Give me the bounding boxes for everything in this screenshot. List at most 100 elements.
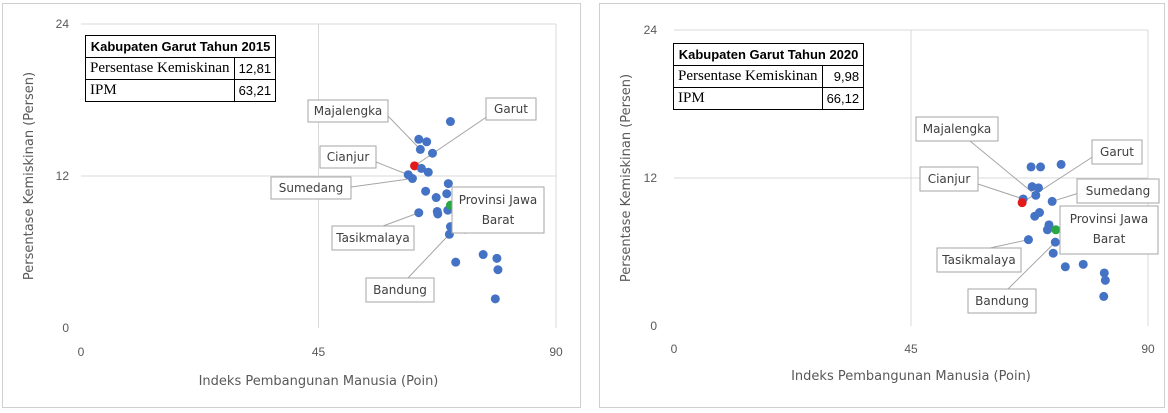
callout-leader-line — [382, 212, 419, 227]
scatter-chart-2020: 0 45 90 0 12 24 Indeks Pembangunan Manusia (Po… — [619, 23, 1160, 384]
data-point — [414, 208, 424, 218]
callout-leader-line — [350, 178, 413, 188]
data-point — [1051, 225, 1061, 235]
data-point — [445, 117, 455, 127]
data-point — [1026, 162, 1036, 172]
x-tick-label: 90 — [549, 345, 563, 359]
x-axis-title: Indeks Pembangunan Manusia (Poin) — [199, 374, 439, 389]
callout-label-line: Bandung — [373, 283, 427, 297]
data-point — [421, 186, 431, 196]
data-point — [492, 253, 502, 263]
callout-leader-line — [969, 140, 1037, 196]
callout-label: Sumedang — [279, 181, 344, 195]
callout-box — [451, 186, 545, 234]
callout-label-line: Garut — [494, 102, 528, 116]
data-point — [1078, 259, 1088, 269]
chart-panel-2020: 0 45 90 0 12 24 Indeks Pembangunan Manusia (Po… — [599, 3, 1165, 408]
data-point — [1047, 196, 1057, 206]
callout-leader-line — [1007, 241, 1056, 290]
info-row-label: Persentase Kemiskinan — [85, 57, 235, 80]
y-tick-label: 24 — [644, 23, 658, 37]
callout-box — [967, 288, 1037, 314]
info-row-value: 63,21 — [233, 79, 277, 102]
x-tick-label: 45 — [312, 345, 326, 359]
data-point — [1042, 225, 1052, 235]
data-point — [478, 250, 488, 260]
callout-label: Bandung — [373, 283, 427, 297]
callout-label: Majalengka — [314, 104, 382, 118]
data-point — [1017, 198, 1027, 208]
callout-label: Tasikmalaya — [941, 253, 1015, 267]
data-point — [423, 167, 433, 177]
info-table-2020: Kabupaten Garut Tahun 2020 Persentase Ke… — [672, 43, 865, 110]
data-point — [422, 137, 432, 147]
callout-leader-line — [407, 233, 450, 279]
data-point — [1099, 268, 1109, 278]
callout-label: Cianjur — [928, 172, 971, 186]
callout-box — [307, 99, 389, 123]
callout-label-line: Cianjur — [327, 150, 370, 164]
callout-label-line: Barat — [1093, 232, 1126, 246]
callout-box — [270, 176, 352, 200]
x-tick-label: 90 — [1141, 342, 1155, 356]
callout-label-line: Barat — [482, 213, 515, 227]
callout-leader-line — [387, 115, 421, 150]
info-table-title: Kabupaten Garut Tahun 2015 — [84, 35, 277, 58]
callout-leader-line — [1051, 192, 1080, 202]
callout-label-line: Tasikmalaya — [941, 253, 1015, 267]
y-tick-label: 0 — [650, 319, 657, 333]
callout-box — [319, 145, 377, 169]
x-tick-label: 0 — [78, 345, 85, 359]
callout-label-line: Sumedang — [279, 181, 344, 195]
callout-label-line: Cianjur — [928, 172, 971, 186]
callout-label-line: Tasikmalaya — [335, 231, 409, 245]
callout-box — [1059, 205, 1159, 255]
data-point — [442, 189, 452, 199]
data-point — [1060, 262, 1070, 272]
callout-label: Sumedang — [1086, 184, 1151, 198]
callout-box — [485, 97, 537, 121]
callout-label: Garut — [1100, 145, 1134, 159]
data-point — [1033, 183, 1043, 193]
data-point — [431, 193, 441, 203]
y-axis-title: Persentase Kemiskinan (Persen) — [619, 74, 634, 282]
callout-box — [915, 116, 999, 142]
callout-leader-line — [977, 183, 1024, 200]
data-point — [415, 144, 425, 154]
callout-box — [331, 225, 415, 251]
y-tick-label: 12 — [56, 169, 70, 183]
callout-leader-line — [414, 115, 489, 167]
callout-box — [1076, 178, 1160, 204]
data-point — [451, 257, 461, 267]
x-tick-label: 45 — [904, 342, 918, 356]
data-point — [490, 294, 500, 304]
data-point — [1030, 211, 1040, 221]
data-point — [433, 209, 443, 219]
data-point — [414, 134, 424, 144]
callout-label-line: Provinsi Jawa — [459, 193, 538, 207]
info-table-title: Kabupaten Garut Tahun 2020 — [672, 43, 865, 66]
data-point — [1050, 237, 1060, 247]
data-point — [1048, 248, 1058, 258]
data-point — [407, 174, 417, 184]
callout-label: Tasikmalaya — [335, 231, 409, 245]
chart-panel-2015: 0 45 90 0 12 24 Indeks Pembangunan Manusia (Po… — [2, 3, 581, 408]
y-axis-title: Persentase Kemiskinan (Persen) — [22, 72, 37, 280]
scatter-chart-2015: 0 45 90 0 12 24 Indeks Pembangunan Manusia (Po… — [22, 17, 563, 389]
callout-box — [936, 247, 1022, 273]
info-row-label: Persentase Kemiskinan — [673, 65, 823, 88]
data-point — [1056, 159, 1066, 169]
callout-box — [919, 166, 979, 192]
y-tick-label: 0 — [62, 321, 69, 335]
callout-label-line: Sumedang — [1086, 184, 1151, 198]
callout-label: Majalengka — [923, 122, 991, 136]
callout-label: Bandung — [975, 294, 1029, 308]
info-row-value: 9,98 — [821, 65, 865, 88]
data-point — [443, 179, 453, 189]
callout-label-line: Bandung — [975, 294, 1029, 308]
data-point — [416, 163, 426, 173]
data-point — [1023, 235, 1033, 245]
data-point — [410, 161, 420, 171]
callout-label-line: Majalengka — [923, 122, 991, 136]
callout-leader-line — [989, 239, 1029, 249]
